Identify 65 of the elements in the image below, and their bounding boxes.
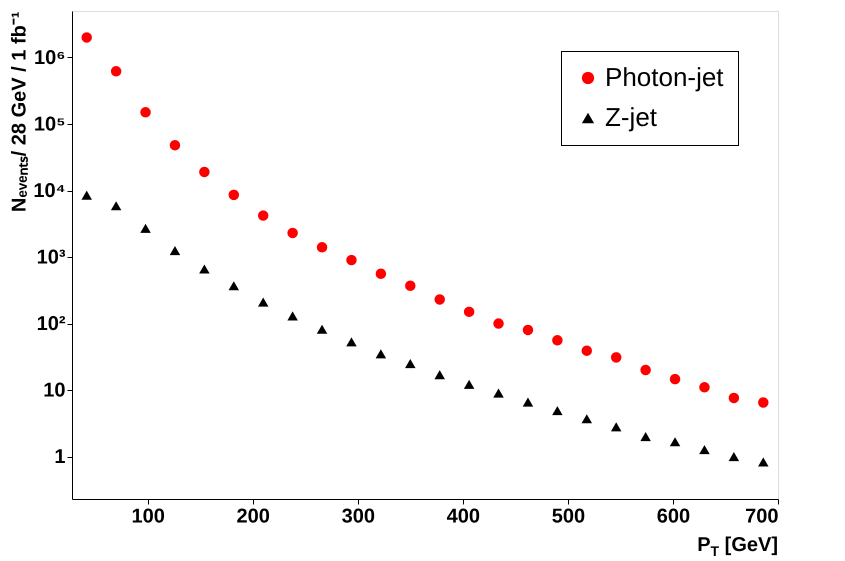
- point: [376, 349, 386, 358]
- y-tick-label: 10⁶: [34, 46, 66, 69]
- point: [258, 210, 268, 221]
- point: [582, 345, 592, 356]
- y-tick-label: 10⁴: [33, 180, 66, 202]
- point: [405, 359, 416, 368]
- point: [464, 380, 474, 389]
- x-tick-label: 700: [745, 506, 778, 528]
- point: [405, 280, 416, 291]
- point: [81, 32, 92, 43]
- x-tick-label: 200: [236, 506, 270, 528]
- point: [552, 335, 563, 346]
- point: [140, 107, 151, 118]
- point: [522, 398, 534, 407]
- point: [199, 264, 210, 274]
- point: [228, 281, 240, 290]
- point: [110, 201, 122, 210]
- y-tick-label: 10²: [36, 313, 66, 336]
- point: [493, 388, 504, 398]
- point: [287, 311, 298, 320]
- point: [758, 397, 769, 408]
- point: [376, 268, 386, 279]
- x-tick-label: 300: [342, 506, 375, 528]
- point: [640, 432, 651, 442]
- point: [199, 166, 210, 178]
- point: [316, 324, 328, 334]
- x-tick-label: 400: [446, 506, 480, 528]
- point: [699, 382, 710, 393]
- point: [493, 318, 504, 329]
- point: [228, 190, 240, 200]
- point: [610, 422, 622, 432]
- point: [81, 190, 92, 200]
- point: [728, 452, 740, 462]
- point: [758, 457, 769, 466]
- legend-label: Photon-jet: [605, 62, 724, 92]
- x-tick-label: 600: [656, 506, 690, 528]
- point: [316, 242, 328, 253]
- legend-label: Z-jet: [605, 102, 658, 132]
- x-tick-label: 500: [552, 506, 586, 528]
- point: [170, 246, 180, 256]
- y-tick-label: 1: [54, 446, 66, 468]
- point: [610, 352, 622, 363]
- point: [258, 298, 268, 307]
- point: [140, 224, 151, 233]
- y-tick-label: 10⁵: [34, 114, 66, 136]
- point: [346, 254, 357, 266]
- point: [287, 228, 298, 238]
- point: [110, 66, 122, 77]
- point: [170, 140, 180, 150]
- point: [522, 324, 534, 336]
- point: [699, 445, 710, 454]
- point: [582, 414, 592, 424]
- point: [434, 294, 445, 305]
- x-tick-label: 100: [131, 506, 165, 528]
- point: [464, 306, 474, 318]
- point: [670, 437, 680, 446]
- point: [728, 392, 740, 404]
- point: [670, 374, 680, 384]
- point: [434, 370, 445, 380]
- y-axis-title: Nₑᵥₑₙₜₛ/ 28 GeV / 1 fb⁻¹: [8, 11, 30, 212]
- y-tick-label: 10: [43, 380, 66, 402]
- point: [346, 337, 357, 346]
- y-tick-label: 10³: [36, 246, 66, 269]
- point: [552, 406, 563, 416]
- point: [640, 364, 651, 376]
